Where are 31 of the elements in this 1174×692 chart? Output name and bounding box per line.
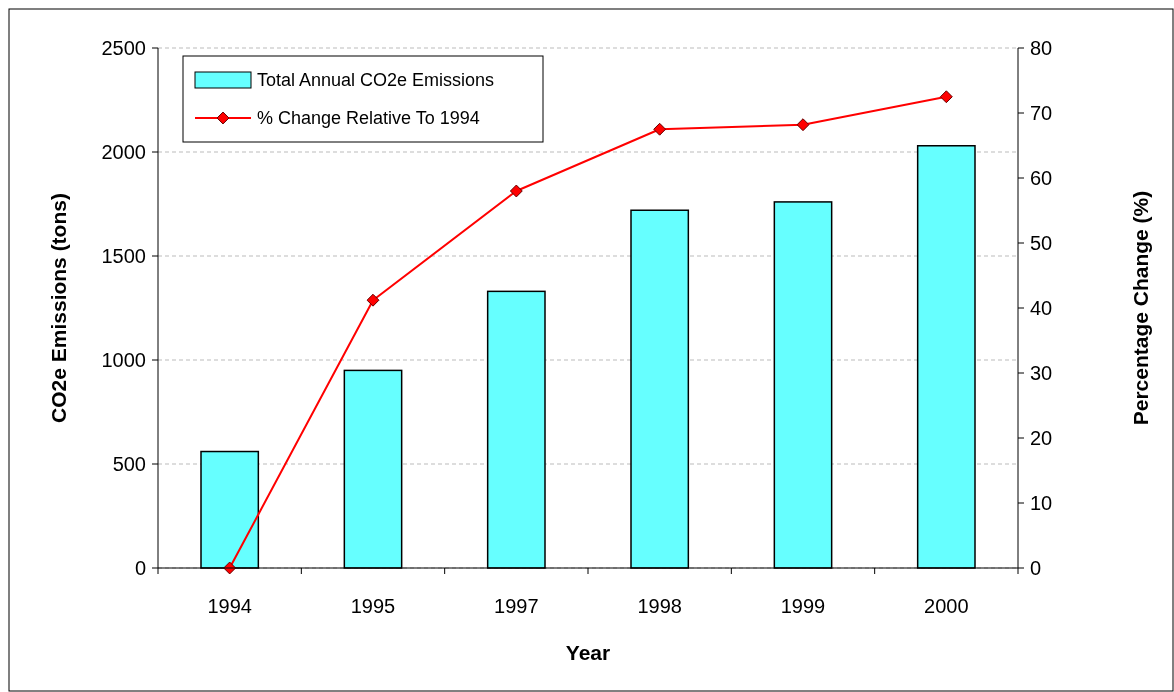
y-tick-label: 1000: [101, 349, 146, 371]
y2-tick-label: 0: [1030, 557, 1042, 579]
point: [796, 118, 810, 132]
y-axis-title: CO2e Emissions (tons): [47, 193, 70, 423]
x-tick-label: 1999: [780, 595, 826, 617]
y-tick-label: 2500: [101, 37, 146, 59]
y2-tick-label: 60: [1030, 167, 1053, 189]
x-axis-title: Year: [565, 641, 611, 664]
point: [366, 293, 380, 307]
y2-tick-label: 80: [1030, 37, 1053, 59]
y2-tick-label: 50: [1030, 232, 1053, 254]
point: [653, 122, 667, 136]
y-tick-label: 0: [134, 557, 146, 579]
x-tick-label: 1995: [350, 595, 396, 617]
y2-tick-label: 20: [1030, 427, 1053, 449]
y2-tick-label: 10: [1030, 492, 1053, 514]
y-tick-label: 1500: [101, 245, 146, 267]
y2-axis-title: Percentage Change (%): [1129, 190, 1152, 426]
y-tick-label: 500: [112, 453, 146, 475]
x-tick-label: 2000: [924, 595, 969, 617]
point: [939, 90, 953, 104]
y2-tick-label: 30: [1030, 362, 1053, 384]
legend-label: % Change Relative To 1994: [257, 108, 480, 129]
x-tick-label: 1997: [494, 595, 539, 617]
x-tick-label: 1998: [637, 595, 682, 617]
y2-tick-label: 70: [1030, 102, 1053, 124]
y-tick-label: 2000: [101, 141, 146, 163]
legend-label: Total Annual CO2e Emissions: [257, 70, 495, 91]
x-tick-label: 1994: [207, 595, 252, 617]
point: [509, 184, 523, 198]
y2-tick-label: 40: [1030, 297, 1053, 319]
